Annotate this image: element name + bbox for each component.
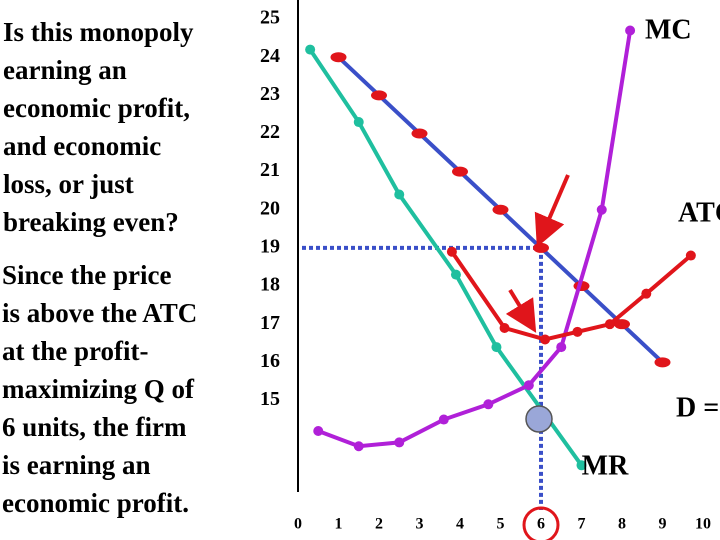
answer-line: is above the ATC [2,298,197,328]
y-tick-label: 22 [260,121,280,143]
question-line: and economic [3,131,161,161]
curve-label: ATC [678,197,720,228]
y-tick-label: 16 [260,350,280,372]
y-tick-label: 20 [260,197,280,219]
point [438,414,449,425]
x-tick-label: 3 [416,516,424,533]
point [491,342,502,353]
point [533,242,549,253]
point [450,269,461,280]
x-tick-label: 2 [375,516,383,533]
point [313,425,324,436]
point [452,166,468,177]
x-tick-label: 1 [335,516,343,533]
answer-line: 6 units, the firm [2,412,187,442]
point [394,437,405,448]
point [499,323,510,333]
question-line: Is this monopoly [3,17,194,47]
point [411,128,428,139]
curve [308,48,584,467]
x-tick-label: 8 [618,516,626,533]
y-tick-label: 18 [260,274,280,296]
point [483,399,494,410]
arrow [505,288,537,333]
x-tick-label: 0 [294,516,302,533]
y-tick-label: 25 [260,7,280,29]
point [604,319,615,330]
x-tick-label: 10 [695,516,711,533]
point [353,117,364,128]
point [625,25,636,36]
curve-label: MR [582,450,629,481]
point [614,319,630,330]
y-tick-label: 23 [260,83,280,105]
point [371,90,387,101]
point [446,246,457,257]
question-line: breaking even? [3,207,179,237]
y-tick-label: 24 [260,45,280,67]
answer-line: maximizing Q of [2,374,195,404]
y-tick-label: 21 [260,159,280,181]
point [654,357,671,368]
x-tick-label: 5 [497,516,505,533]
intersection-highlight [525,405,553,433]
y-tick-label: 17 [260,312,280,334]
x-tick-label: 7 [578,516,586,533]
point [641,288,652,299]
point [572,326,583,337]
point [330,52,347,63]
curve-label: D = P [676,392,720,423]
quantity-highlight [522,506,560,540]
point [394,189,405,200]
x-tick-label: 6 [537,516,545,533]
point [523,380,534,391]
point [576,460,587,471]
question-line: loss, or just [3,169,134,199]
point [556,342,567,353]
point [596,204,607,215]
question-line: economic profit, [3,93,190,123]
x-tick-label: 4 [456,516,464,533]
y-tick-label: 19 [260,236,280,258]
point [305,44,316,55]
point [685,250,696,261]
arrow [534,174,570,248]
point [353,441,364,452]
curve-label: MC [645,14,692,45]
x-tick-label: 9 [659,516,667,533]
point [492,204,509,215]
curve [450,250,693,342]
answer-line: economic profit. [2,488,189,518]
y-tick-label: 15 [260,388,280,410]
curve [317,30,633,449]
answer-line: Since the price [2,260,171,290]
question-line: earning an [3,55,127,85]
point [540,334,551,345]
answer-line: is earning an [2,450,151,480]
answer-line: at the profit- [2,336,148,366]
